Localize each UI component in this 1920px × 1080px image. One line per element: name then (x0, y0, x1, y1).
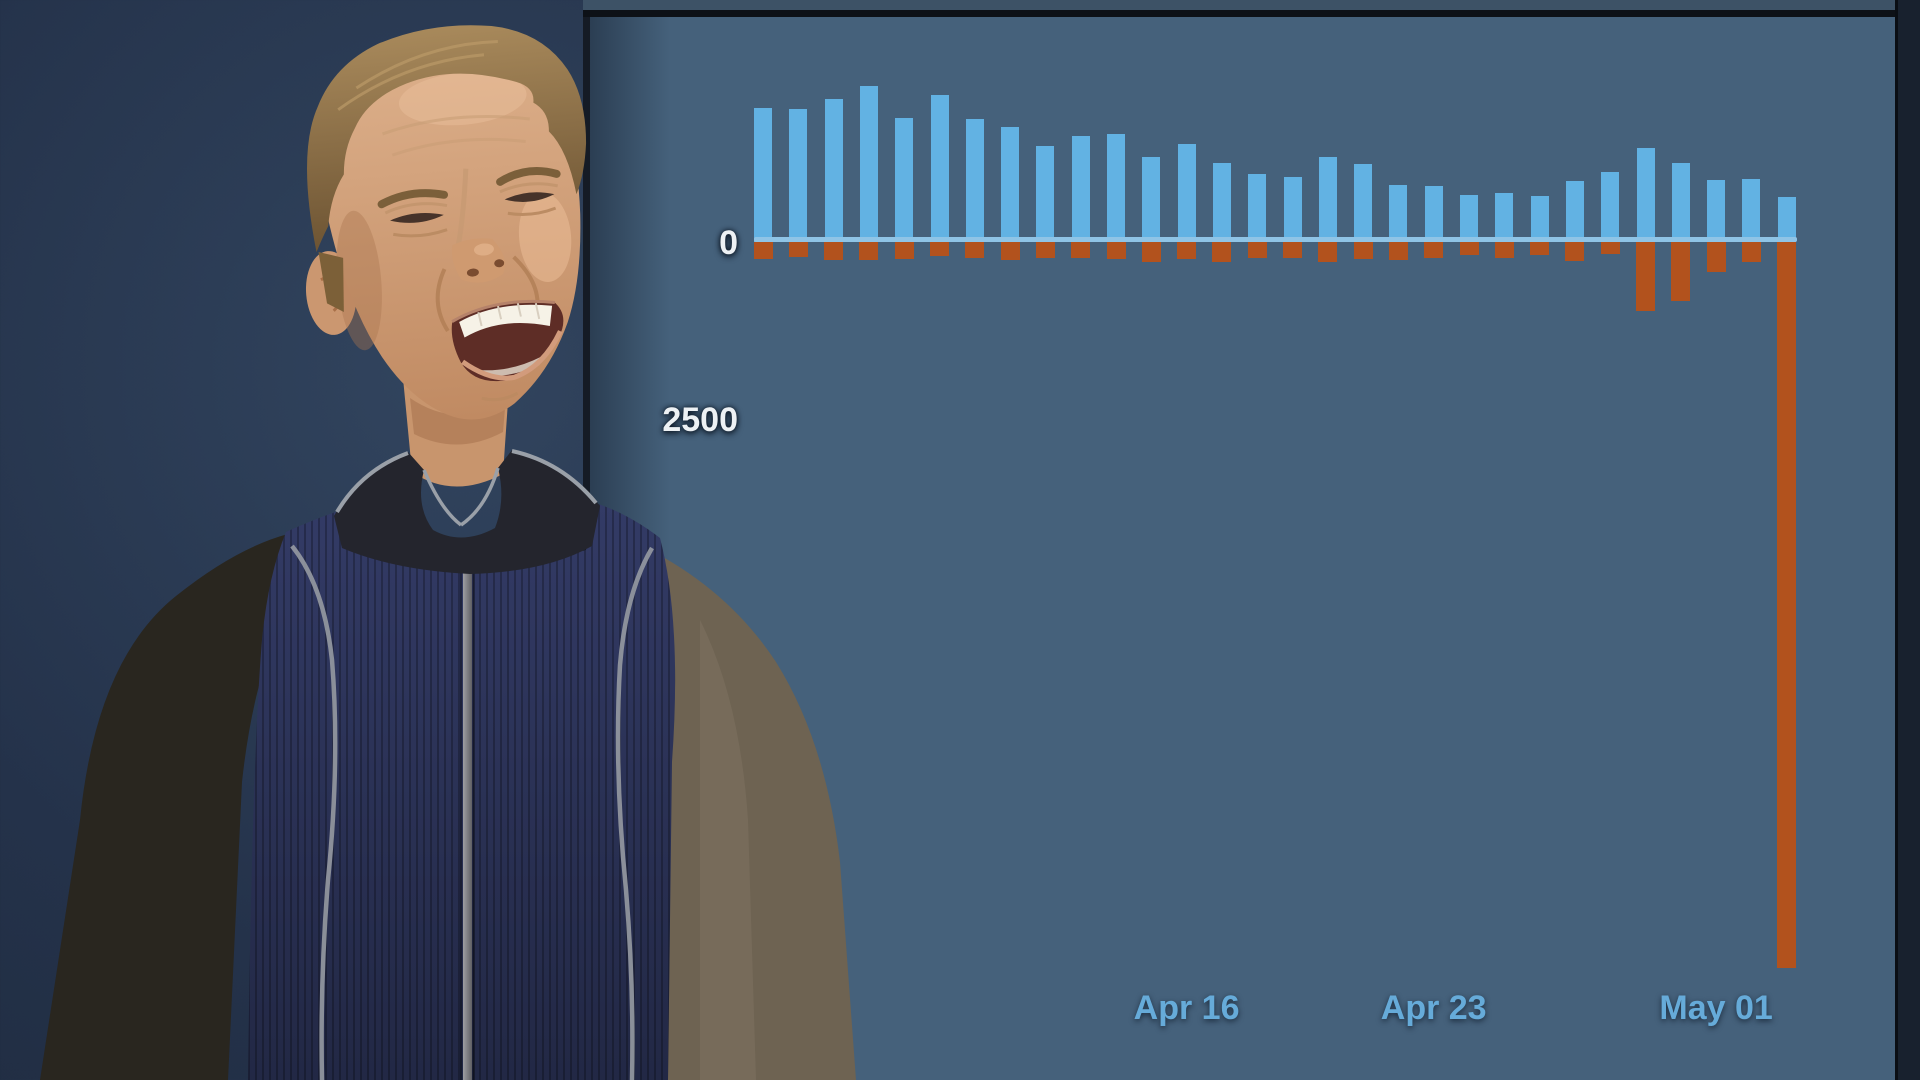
bar-lost (930, 242, 949, 257)
bar-lost (1353, 242, 1373, 259)
bar-gained (789, 109, 808, 242)
right-eye (504, 192, 555, 202)
bar-lost (1706, 242, 1726, 273)
panel-right-strip (1895, 0, 1920, 1080)
bar-gained (1636, 147, 1655, 242)
bar-lost (1424, 242, 1444, 258)
bar-gained (1071, 135, 1090, 242)
x-axis-tick-label: Apr 16 (1133, 989, 1240, 1027)
panel-top-border (583, 10, 1895, 17)
left-eyebrow (377, 189, 449, 209)
bar-gained (859, 86, 878, 242)
bar-gained (1530, 196, 1549, 242)
zipper (463, 560, 472, 1080)
bar-gained (1354, 164, 1373, 242)
bar-lost (1741, 242, 1761, 262)
bar-lost (1177, 242, 1197, 259)
bar-gained (1283, 176, 1302, 242)
bar-lost (1565, 242, 1585, 262)
bar-lost (1494, 242, 1514, 258)
bar-gained (754, 108, 772, 242)
bar-lost (1671, 242, 1691, 301)
bar-lost (1318, 242, 1338, 262)
panel-top-strip (583, 0, 1895, 10)
bar-lost (1636, 242, 1655, 312)
x-axis-tick-label: May 01 (1659, 989, 1773, 1027)
bar-gained (1248, 174, 1267, 242)
bar-lost (1141, 242, 1161, 262)
y-axis-tick-label: 2500 (662, 401, 738, 439)
x-axis-tick-label: Apr 23 (1380, 989, 1487, 1027)
bar-gained (1495, 193, 1514, 242)
bar-lost (1459, 242, 1479, 256)
bar-gained (1036, 145, 1055, 242)
upper-teeth (459, 304, 553, 338)
bar-gained (1142, 157, 1161, 242)
bar-lost (1035, 242, 1055, 258)
bar-lost (1777, 242, 1797, 968)
bar-lost (1212, 242, 1232, 262)
bar-lost (788, 242, 808, 257)
bar-gained (895, 117, 914, 242)
bar-gained (824, 99, 843, 242)
y-axis-tick-label: 0 (719, 224, 738, 262)
left-eye (390, 213, 444, 223)
bar-gained (930, 94, 949, 242)
bar-gained (1177, 143, 1196, 242)
bar-gained (1001, 126, 1020, 242)
zero-baseline (754, 237, 1797, 242)
bar-gained (1318, 157, 1337, 242)
bar-lost (1071, 242, 1091, 258)
bar-lost (1600, 242, 1620, 255)
bar-lost (824, 242, 844, 261)
bar-lost (1530, 242, 1550, 256)
bar-lost (859, 242, 879, 261)
bar-gained (1212, 162, 1231, 242)
bar-gained (1424, 186, 1443, 242)
left-sleeve (40, 534, 302, 1080)
bar-lost (1247, 242, 1267, 259)
head (305, 25, 587, 420)
bar-lost (894, 242, 914, 259)
bar-lost (965, 242, 985, 259)
bar-gained (965, 118, 984, 242)
bar-gained (1671, 162, 1690, 242)
bar-lost (1106, 242, 1126, 259)
bar-lost (1283, 242, 1302, 258)
bar-gained (1460, 194, 1478, 242)
bar-lost (1388, 242, 1408, 261)
right-eyebrow (496, 167, 561, 186)
bar-gained (1601, 172, 1620, 242)
bars-layer: 0 2500 Apr 16 Apr 23 May 01 (590, 0, 1895, 1080)
bar-gained (1107, 133, 1125, 242)
laughing-man-portrait (40, 25, 856, 1080)
bar-lost (1000, 242, 1020, 261)
hair (307, 25, 587, 253)
bar-gained (1777, 196, 1796, 242)
bar-gained (1565, 181, 1584, 242)
bar-gained (1742, 179, 1761, 242)
collar (334, 450, 600, 574)
bar-gained (1389, 184, 1408, 242)
bar-lost (753, 242, 773, 259)
bar-gained (1707, 179, 1726, 242)
